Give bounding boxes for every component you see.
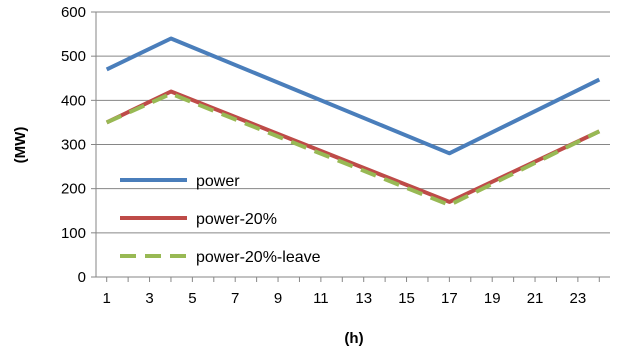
y-tick-label: 200 — [61, 181, 86, 198]
legend-label: power — [196, 173, 240, 190]
y-tick-label: 0 — [78, 269, 86, 286]
x-tick-label: 5 — [188, 290, 196, 307]
series-line-power — [105, 36, 601, 156]
series-line-power-20% — [105, 89, 601, 204]
x-tick-label: 3 — [145, 290, 153, 307]
x-tick-label: 1 — [103, 290, 111, 307]
gridlines — [96, 11, 610, 234]
y-tick-label: 100 — [61, 225, 86, 242]
x-tick-label: 23 — [570, 290, 587, 307]
x-axis-title: (h) — [344, 330, 363, 347]
x-tick-label: 19 — [484, 290, 501, 307]
y-tick-label: 600 — [61, 4, 86, 21]
series-lines — [105, 36, 601, 207]
x-tick-label: 11 — [313, 290, 329, 307]
legend: power power-20% power-20%-leave — [120, 173, 321, 266]
x-tick-label: 17 — [441, 290, 458, 307]
y-axis-title: (MW) — [12, 127, 29, 164]
x-tick-label: 13 — [355, 290, 372, 307]
x-tick-label: 9 — [274, 290, 282, 307]
x-tick-label: 15 — [398, 290, 415, 307]
x-tick-label: 21 — [527, 290, 544, 307]
y-tick-label: 300 — [61, 137, 86, 154]
legend-label: power-20%-leave — [196, 249, 321, 266]
y-tick-label: 400 — [61, 92, 86, 109]
legend-label: power-20% — [196, 211, 277, 228]
x-tick-label: 7 — [231, 290, 239, 307]
series-line-power-20%-leave — [105, 91, 601, 207]
y-tick-label: 500 — [61, 48, 86, 65]
